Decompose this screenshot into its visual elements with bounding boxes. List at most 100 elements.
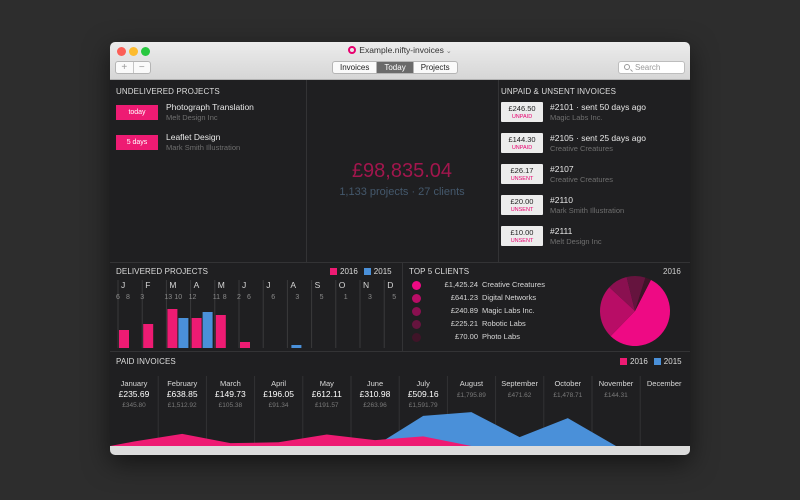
client-color-dot: [412, 294, 421, 303]
paid-2015-value: £1,478.71: [553, 392, 582, 399]
invoice-amount: £246.50: [508, 104, 536, 113]
invoice-client: Creative Creatures: [550, 175, 613, 184]
project-client: Melt Design Inc: [166, 113, 218, 122]
pie-slice: [635, 277, 651, 311]
project-count-label: 10: [174, 294, 182, 301]
invoice-status: UNPAID: [511, 145, 533, 151]
paid-invoices-title: PAID INVOICES: [116, 357, 176, 366]
client-color-dot: [412, 307, 421, 316]
dashboard: UNDELIVERED PROJECTS today Photograph Tr…: [110, 80, 690, 455]
month-name: April: [271, 379, 286, 388]
client-name: Magic Labs Inc.: [482, 306, 535, 315]
month-name: August: [460, 379, 484, 388]
paid-2015-value: £105.38: [219, 402, 243, 409]
month-label: F: [145, 280, 150, 290]
bar-2015-visible: [202, 312, 213, 348]
delivered-legend: 2016 2015: [324, 267, 392, 276]
divider: [110, 351, 690, 352]
minimize-window-button[interactable]: [129, 47, 138, 56]
search-field[interactable]: Search: [618, 61, 685, 74]
paid-2015-value: £345.80: [122, 402, 146, 409]
divider: [306, 80, 307, 262]
project-count-label: 2: [237, 294, 241, 301]
invoice-title: #2101 · sent 50 days ago: [550, 102, 646, 112]
due-badge: 5 days: [116, 135, 158, 150]
divider: [402, 262, 403, 351]
tab-invoices[interactable]: Invoices: [340, 63, 370, 72]
project-count-label: 1: [344, 294, 348, 301]
client-name: Photo Labs: [482, 332, 520, 341]
month-label: O: [339, 280, 346, 290]
invoice-amount: £10.00: [510, 228, 534, 237]
month-label: J: [121, 280, 125, 290]
bar-2015-visible: [291, 345, 302, 348]
invoice-client: Magic Labs Inc.: [550, 113, 603, 122]
invoice-amount: £20.00: [510, 197, 534, 206]
pie-slice: [610, 279, 670, 346]
bar-2016: [191, 318, 202, 348]
invoice-status: UNSENT: [510, 176, 534, 182]
paid-2015-value: £144.31: [604, 392, 628, 399]
legend-label-2016: 2016: [340, 267, 358, 276]
pie-slice: [609, 277, 635, 311]
invoice-amount: £26.17: [510, 166, 534, 175]
invoice-amount-badge: £246.50 UNPAID: [501, 102, 543, 122]
project-count-label: 3: [368, 294, 372, 301]
project-name: Leaflet Design: [166, 132, 221, 142]
search-placeholder: Search: [635, 63, 661, 72]
area-2016: [110, 433, 689, 446]
bar-2016: [167, 309, 178, 348]
month-name: February: [167, 379, 197, 388]
legend-swatch-2016: [330, 268, 337, 275]
legend-swatch-2015: [363, 268, 371, 275]
month-label: A: [290, 280, 296, 290]
tab-projects[interactable]: Projects: [412, 62, 457, 73]
invoice-status: UNPAID: [511, 114, 533, 120]
paid-2015-value: £91.34: [269, 402, 289, 409]
invoice-title: #2110: [550, 195, 574, 205]
project-client: Mark Smith Illustration: [166, 143, 241, 152]
area-2015: [110, 412, 689, 446]
invoice-status: UNSENT: [510, 207, 534, 213]
month-name: January: [121, 379, 148, 388]
paid-2015-value: £191.57: [315, 402, 339, 409]
client-amount: £70.00: [455, 332, 478, 341]
bar-2016: [119, 330, 129, 348]
zoom-window-button[interactable]: [141, 47, 150, 56]
view-switcher: Invoices Today Projects: [332, 61, 458, 74]
legend-label-2016: 2016: [630, 357, 648, 366]
remove-button[interactable]: −: [132, 62, 151, 73]
month-name: May: [320, 379, 334, 388]
month-name: December: [647, 379, 682, 388]
project-name: Photograph Translation: [166, 102, 254, 112]
project-count-label: 13: [164, 294, 172, 301]
bar-2016: [143, 324, 154, 348]
paid-2015-value: £1,795.89: [457, 392, 486, 399]
client-color-dot: [412, 333, 421, 342]
invoice-client: Creative Creatures: [550, 144, 613, 153]
month-name: March: [220, 379, 241, 388]
paid-2016-value: £638.85: [167, 389, 198, 399]
project-count-label: 5: [320, 294, 324, 301]
client-amount: £240.89: [450, 306, 478, 315]
paid-legend: 2016 2015: [614, 357, 682, 366]
tab-today[interactable]: Today: [376, 62, 413, 73]
window-title-text: Example.nifty-invoices: [359, 45, 444, 55]
client-amount: £641.23: [450, 293, 478, 302]
invoice-client: Melt Design Inc: [550, 237, 602, 246]
month-label: S: [315, 280, 321, 290]
month-label: N: [363, 280, 369, 290]
add-button[interactable]: +: [121, 62, 128, 73]
paid-2016-value: £196.05: [263, 389, 294, 399]
project-count-label: 6: [247, 294, 251, 301]
close-window-button[interactable]: [117, 47, 126, 56]
invoice-amount-badge: £144.30 UNPAID: [501, 133, 543, 153]
month-label: J: [242, 280, 246, 290]
project-count-label: 8: [223, 294, 227, 301]
paid-invoices-chart: January£235.69 £345.80 February£638.85 £1,5…: [110, 376, 689, 446]
window-title[interactable]: Example.nifty-invoices ⌄: [110, 45, 690, 55]
month-name: September: [501, 379, 538, 388]
divider: [498, 80, 499, 262]
bar-2016: [215, 315, 226, 348]
